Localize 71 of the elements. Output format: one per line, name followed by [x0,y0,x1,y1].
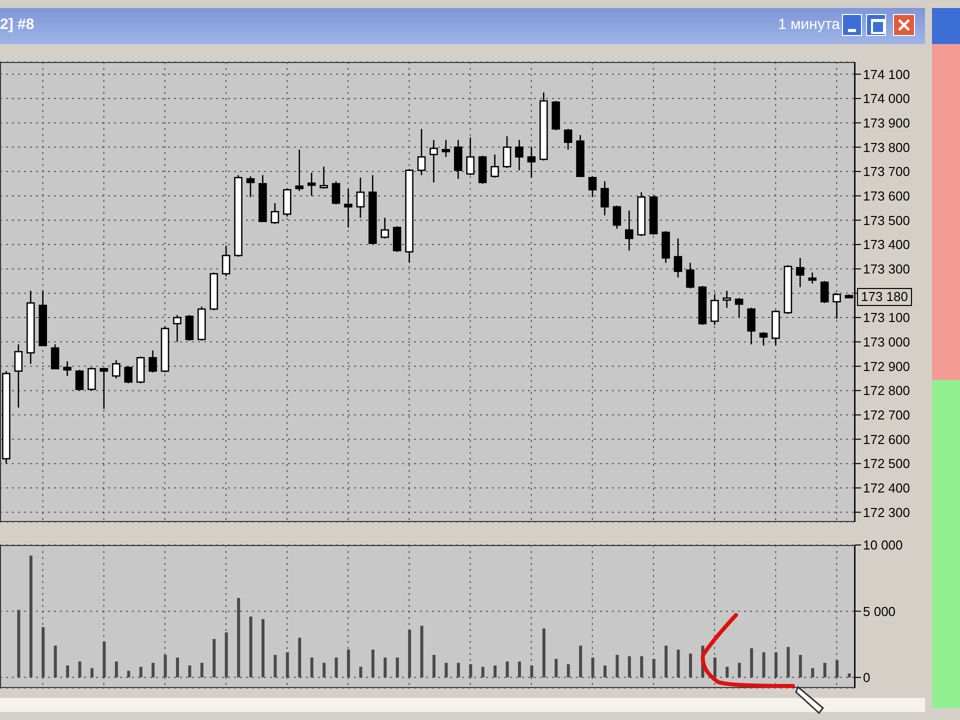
candlestick [14,344,23,408]
candlestick [63,360,72,377]
candlestick [100,366,108,410]
candlestick [246,176,255,198]
y-tick-label: 172 900 [863,358,910,374]
y-tick-label: 174 000 [863,91,910,106]
candlestick [820,280,829,304]
candlestick [527,146,536,178]
candlestick [344,188,352,228]
candlestick [466,136,475,176]
y-tick-label: 0 [863,670,870,686]
y-tick-label: 172 800 [863,383,910,398]
candlestick [185,314,194,342]
candlestick [380,217,390,240]
candlestick [564,128,572,150]
y-tick-label: 173 300 [863,261,910,276]
candlestick [759,332,768,346]
y-tick-label: 172 700 [863,408,910,423]
candlestick [88,366,96,392]
y-tick-label: 10 000 [863,538,903,553]
candlestick [454,139,462,180]
candlestick [686,262,694,289]
y-tick-label: 173 700 [863,164,910,180]
candlestick [430,139,438,184]
text: 2] #8 [0,16,34,33]
candlestick [50,344,60,370]
candlestick [112,360,120,380]
y-tick-label: 172 300 [863,504,910,520]
candlestick [442,139,450,158]
chart-title: 1 минута [778,16,840,33]
y-tick-label: 173 400 [863,237,910,252]
candlestick [222,245,230,277]
candlestick [270,202,280,224]
y-tick-label: 173 800 [863,140,910,155]
candlestick [747,307,756,345]
candlestick [710,294,719,326]
candlestick [625,210,634,252]
y-tick-label: 174 100 [863,66,910,82]
candlestick [515,139,524,171]
y-tick-label: 173 600 [863,188,910,204]
candlestick [734,297,744,318]
candlestick [796,257,804,288]
candlestick [392,226,402,252]
candlestick [808,272,817,284]
candlestick [124,366,133,384]
candlestick [173,314,182,343]
candlestick [75,369,84,392]
y-tick-label: 173 100 [863,310,910,326]
candlestick [356,176,365,218]
y-tick-label: 5 000 [863,604,896,619]
candlestick [295,148,304,192]
y-tick-label: 172 600 [863,432,910,447]
text: 173 180 [857,288,912,306]
candlestick [588,176,597,198]
y-tick-label: 173 900 [863,115,910,130]
candlestick [148,350,157,373]
candlestick [320,166,328,190]
y-tick-label: 172 400 [863,480,910,496]
candlestick [307,172,316,197]
y-tick-label: 172 500 [863,456,910,472]
candlestick [612,204,622,230]
y-tick-label: 173 000 [863,334,910,350]
candlestick [600,180,609,216]
candlestick [674,238,682,278]
y-tick-label: 173 500 [863,212,910,228]
candlestick [417,128,426,176]
candlestick [502,136,512,169]
candlestick [832,292,841,320]
candlestick [490,154,499,178]
candlestick [332,180,340,206]
candlestick [722,290,732,308]
